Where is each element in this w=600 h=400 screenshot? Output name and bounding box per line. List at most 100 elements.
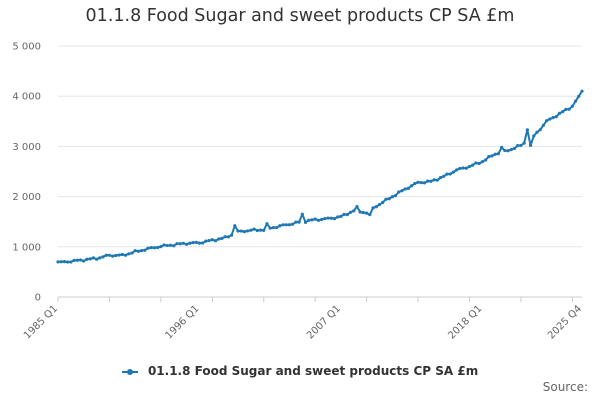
data-point[interactable] (403, 187, 407, 191)
data-point[interactable] (487, 155, 491, 159)
data-point[interactable] (442, 174, 446, 178)
data-point[interactable] (528, 143, 533, 147)
data-point[interactable] (410, 184, 414, 188)
data-point[interactable] (255, 228, 259, 233)
data-point[interactable] (438, 175, 443, 180)
data-point[interactable] (197, 241, 202, 245)
data-point[interactable] (72, 258, 76, 262)
data-point[interactable] (554, 115, 558, 119)
data-point[interactable] (294, 220, 298, 224)
data-point[interactable] (519, 143, 523, 148)
data-point[interactable] (217, 237, 221, 241)
data-point[interactable] (91, 256, 95, 260)
data-point[interactable] (458, 166, 462, 171)
data-point[interactable] (172, 244, 176, 248)
data-point[interactable] (143, 248, 147, 252)
data-point[interactable] (85, 257, 89, 261)
data-point[interactable] (281, 223, 285, 227)
data-point[interactable] (345, 213, 349, 217)
data-point[interactable] (374, 205, 378, 209)
data-point[interactable] (377, 202, 382, 207)
data-point[interactable] (165, 243, 169, 248)
data-point[interactable] (136, 249, 140, 253)
data-point[interactable] (455, 168, 459, 172)
data-point[interactable] (573, 99, 578, 103)
data-point[interactable] (168, 243, 173, 247)
data-point[interactable] (159, 245, 163, 249)
data-point[interactable] (342, 212, 346, 216)
data-point[interactable] (323, 217, 327, 221)
data-point[interactable] (262, 228, 266, 232)
data-point[interactable] (483, 158, 488, 162)
data-point[interactable] (538, 128, 542, 132)
data-point[interactable] (570, 104, 574, 108)
data-point[interactable] (320, 217, 324, 222)
data-point[interactable] (114, 253, 118, 258)
data-point[interactable] (123, 253, 128, 257)
data-point[interactable] (213, 239, 218, 243)
data-point[interactable] (152, 246, 157, 250)
data-point[interactable] (413, 181, 417, 186)
data-point[interactable] (506, 149, 510, 153)
data-point[interactable] (69, 260, 73, 264)
data-point[interactable] (580, 89, 584, 93)
data-point[interactable] (94, 257, 99, 261)
data-point[interactable] (204, 239, 208, 243)
data-point[interactable] (381, 200, 385, 205)
data-point[interactable] (300, 212, 304, 216)
data-point[interactable] (365, 211, 369, 215)
data-point[interactable] (156, 245, 160, 250)
data-point[interactable] (361, 211, 365, 215)
data-point[interactable] (358, 210, 362, 214)
data-point[interactable] (117, 253, 121, 257)
data-point[interactable] (194, 240, 198, 244)
data-point[interactable] (149, 246, 153, 250)
data-point[interactable] (133, 249, 137, 253)
data-point[interactable] (59, 260, 63, 264)
data-point[interactable] (493, 152, 497, 156)
data-point[interactable] (422, 181, 427, 185)
data-point[interactable] (426, 179, 430, 183)
data-point[interactable] (557, 111, 562, 115)
data-point[interactable] (162, 243, 166, 247)
data-point[interactable] (291, 222, 295, 226)
data-point[interactable] (387, 197, 391, 201)
data-point[interactable] (500, 145, 504, 149)
data-point[interactable] (191, 240, 195, 245)
data-point[interactable] (548, 117, 552, 121)
data-point[interactable] (384, 197, 388, 201)
data-point[interactable] (287, 223, 292, 227)
data-point[interactable] (127, 252, 131, 256)
data-point[interactable] (246, 229, 250, 233)
data-point[interactable] (390, 195, 394, 199)
data-point[interactable] (332, 216, 337, 221)
data-point[interactable] (303, 220, 308, 224)
data-point[interactable] (307, 218, 311, 222)
data-point[interactable] (400, 189, 404, 193)
data-point[interactable] (429, 179, 433, 183)
data-point[interactable] (82, 259, 86, 263)
data-point[interactable] (107, 253, 112, 257)
data-point[interactable] (516, 144, 520, 148)
data-point[interactable] (313, 217, 317, 221)
data-point[interactable] (406, 186, 410, 190)
data-point[interactable] (56, 260, 60, 264)
data-point[interactable] (130, 251, 134, 255)
data-point[interactable] (348, 210, 353, 214)
data-point[interactable] (503, 148, 507, 153)
data-point[interactable] (98, 256, 102, 260)
data-point[interactable] (464, 166, 468, 170)
data-point[interactable] (336, 215, 340, 219)
data-point[interactable] (75, 258, 79, 262)
data-point[interactable] (275, 225, 279, 230)
data-point[interactable] (532, 134, 536, 138)
data-point[interactable] (233, 224, 237, 228)
data-point[interactable] (175, 242, 179, 246)
data-point[interactable] (278, 224, 282, 228)
data-point[interactable] (522, 141, 526, 145)
data-point[interactable] (329, 216, 333, 220)
data-point[interactable] (541, 123, 546, 127)
data-point[interactable] (230, 233, 234, 237)
data-point[interactable] (284, 223, 288, 227)
data-point[interactable] (567, 107, 571, 111)
